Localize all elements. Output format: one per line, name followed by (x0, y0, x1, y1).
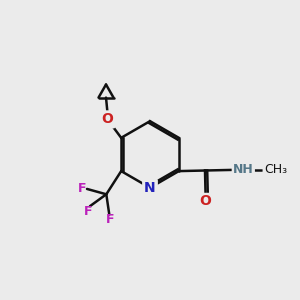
Text: NH: NH (233, 163, 254, 176)
Text: N: N (144, 181, 156, 195)
Text: F: F (84, 205, 93, 218)
Text: CH₃: CH₃ (264, 164, 287, 176)
Text: O: O (200, 194, 211, 208)
Text: O: O (102, 112, 113, 126)
Text: F: F (78, 182, 87, 195)
Text: F: F (106, 213, 114, 226)
